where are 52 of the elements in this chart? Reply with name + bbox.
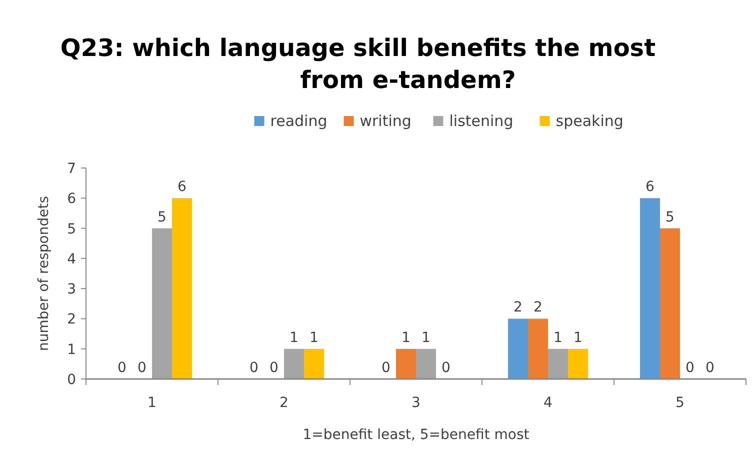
bar bbox=[304, 348, 324, 379]
data-label: 0 bbox=[250, 360, 258, 376]
data-label: 1 bbox=[574, 330, 582, 346]
y-axis-title: number of respondets bbox=[36, 196, 52, 351]
bar bbox=[548, 348, 568, 379]
bar bbox=[416, 348, 436, 379]
data-label: 1 bbox=[310, 330, 318, 346]
data-label: 1 bbox=[290, 330, 298, 346]
y-tick-label: 7 bbox=[67, 161, 76, 177]
x-tick-label: 4 bbox=[544, 395, 553, 411]
y-tick-label: 6 bbox=[67, 191, 76, 208]
data-label: 1 bbox=[402, 330, 410, 346]
data-label: 0 bbox=[270, 360, 278, 376]
bar bbox=[152, 228, 172, 379]
bar bbox=[172, 198, 192, 379]
data-label: 6 bbox=[178, 179, 187, 196]
data-label: 0 bbox=[686, 360, 694, 376]
x-tick-label: 5 bbox=[676, 395, 684, 411]
y-tick-label: 0 bbox=[67, 372, 76, 388]
bar bbox=[640, 198, 660, 379]
bar bbox=[568, 348, 588, 379]
y-tick-label: 2 bbox=[67, 312, 76, 328]
y-tick-label: 4 bbox=[67, 251, 76, 268]
data-label: 2 bbox=[534, 300, 542, 316]
y-tick-label: 1 bbox=[67, 342, 76, 358]
data-label: 5 bbox=[158, 209, 166, 226]
data-label: 2 bbox=[514, 300, 522, 316]
bar bbox=[284, 348, 304, 379]
bar bbox=[508, 318, 528, 379]
data-label: 0 bbox=[382, 360, 390, 376]
legend-label: writing bbox=[360, 112, 412, 130]
y-tick-label: 5 bbox=[67, 221, 76, 238]
data-label: 6 bbox=[646, 179, 655, 196]
data-label: 5 bbox=[666, 209, 674, 226]
bar bbox=[528, 318, 548, 379]
legend-label: listening bbox=[449, 112, 514, 130]
x-axis-title: 1=benefit least, 5=benefit most bbox=[302, 427, 530, 443]
data-label: 0 bbox=[442, 360, 450, 376]
bar bbox=[660, 228, 680, 379]
x-tick-label: 3 bbox=[412, 395, 420, 411]
data-label: 0 bbox=[138, 360, 146, 376]
x-tick-label: 1 bbox=[148, 395, 156, 411]
bar bbox=[396, 348, 416, 379]
y-tick-label: 3 bbox=[67, 282, 76, 298]
data-label: 1 bbox=[422, 330, 430, 346]
x-tick-label: 2 bbox=[280, 395, 288, 411]
data-label: 0 bbox=[118, 360, 126, 376]
data-label: 0 bbox=[706, 360, 714, 376]
legend-label: speaking bbox=[556, 112, 624, 130]
legend-label: reading bbox=[270, 112, 328, 130]
chart-title: Q23: which language skill benefits the most from e-tandem? bbox=[60, 34, 656, 94]
data-label: 1 bbox=[554, 330, 562, 346]
